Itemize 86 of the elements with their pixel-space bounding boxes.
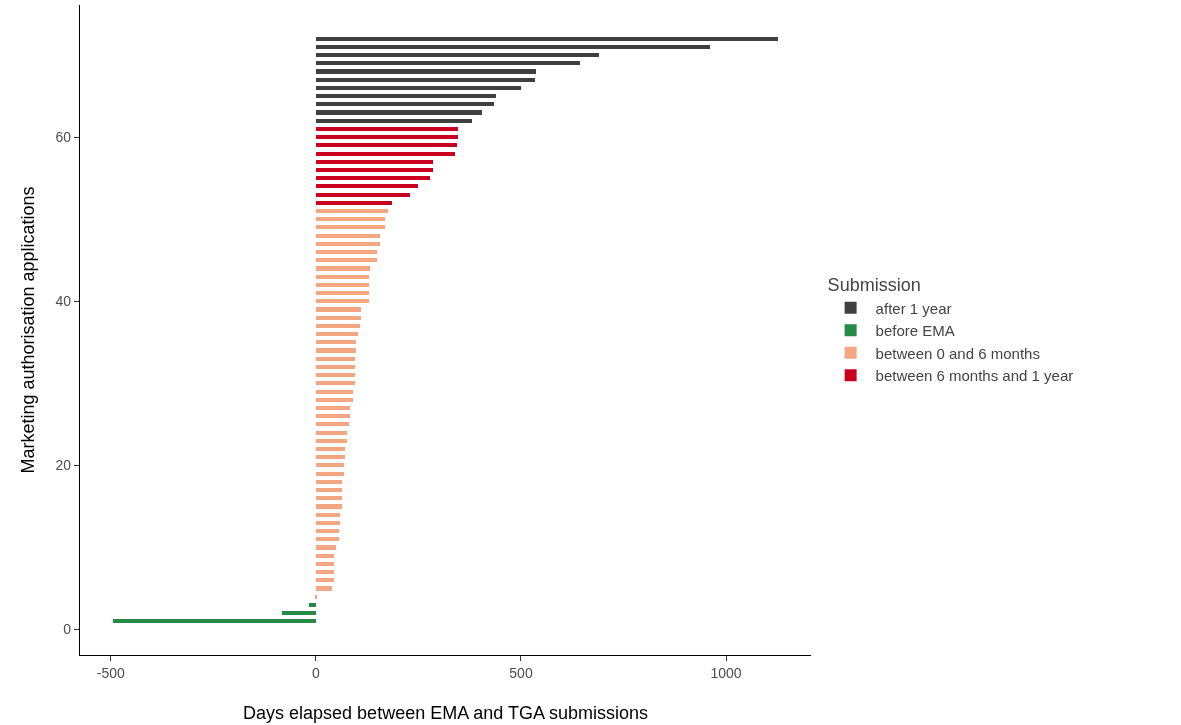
bar: [316, 193, 410, 197]
bar: [316, 217, 385, 221]
bar: [316, 291, 369, 295]
x-tick-label: 0: [311, 664, 320, 681]
bar: [316, 373, 355, 377]
bar: [316, 242, 380, 246]
bar: [316, 316, 361, 320]
bar: [316, 250, 377, 254]
bar: [316, 414, 350, 418]
bar: [316, 455, 345, 459]
bar: [316, 184, 418, 188]
bar: [113, 619, 316, 623]
bar: [316, 53, 599, 57]
bar: [316, 266, 370, 271]
bar: [316, 472, 344, 476]
bar: [316, 562, 334, 566]
legend-title: Submission: [827, 275, 921, 296]
bar: [316, 447, 345, 451]
x-tick-label: 1000: [710, 664, 742, 681]
bar: [316, 480, 342, 484]
bar: [316, 94, 496, 98]
bar: [316, 234, 380, 238]
bar: [316, 422, 349, 426]
bar: [316, 554, 334, 558]
bar: [316, 307, 361, 312]
bar: [316, 176, 430, 180]
bar: [316, 201, 392, 205]
bar: [316, 209, 388, 213]
bar: [316, 283, 369, 287]
bar: [316, 61, 580, 65]
bar: [316, 357, 355, 361]
bar: [316, 529, 339, 533]
y-tick-label: 40: [55, 293, 72, 310]
bar: [316, 69, 536, 74]
bar: [316, 586, 332, 591]
y-tick-label: 20: [55, 457, 72, 474]
bar: [316, 78, 535, 82]
bar: [316, 275, 369, 279]
legend-label: after 1 year: [875, 299, 952, 317]
bar: [316, 332, 358, 336]
y-tick-label: 0: [63, 621, 72, 638]
bar: [316, 488, 342, 492]
bar: [316, 439, 347, 443]
bar: [316, 398, 353, 402]
bar: [316, 463, 344, 467]
bar: [316, 504, 342, 509]
bar: [316, 513, 340, 517]
bar: [316, 406, 350, 410]
bar: [316, 365, 355, 369]
y-tick-label: 60: [55, 129, 72, 146]
bar: [316, 119, 472, 123]
bar: [316, 348, 356, 353]
bar: [316, 340, 356, 344]
bar: [316, 570, 334, 574]
bar: [316, 152, 455, 156]
bar: [316, 127, 458, 131]
bar: [316, 160, 433, 164]
x-tick-label: 500: [509, 664, 533, 681]
bar: [316, 168, 433, 172]
legend-label: before EMA: [875, 322, 955, 339]
bar: [316, 299, 369, 303]
bar: [316, 135, 458, 139]
bar: [316, 45, 710, 49]
bar: [282, 611, 316, 615]
bar: [316, 143, 457, 147]
bar: [316, 258, 377, 262]
legend-label: between 6 months and 1 year: [875, 367, 1074, 384]
bar: [316, 381, 355, 385]
bar: [316, 324, 360, 328]
y-axis-title: Marketing authorisation applications: [17, 186, 38, 474]
bar: [316, 545, 336, 550]
bar: [316, 225, 385, 229]
bar: [316, 86, 521, 90]
bar: [316, 390, 353, 394]
bar: [316, 496, 342, 500]
x-tick-label: -500: [96, 664, 125, 681]
bar: [316, 431, 347, 435]
bar: [316, 37, 778, 41]
bar: [316, 521, 340, 525]
bar: [316, 102, 494, 106]
legend-label: between 0 and 6 months: [875, 344, 1040, 362]
bar: [316, 110, 482, 115]
x-axis-title: Days elapsed between EMA and TGA submissions: [243, 703, 648, 724]
bar: [316, 537, 339, 541]
bar: [309, 603, 316, 607]
bar: [316, 578, 334, 582]
